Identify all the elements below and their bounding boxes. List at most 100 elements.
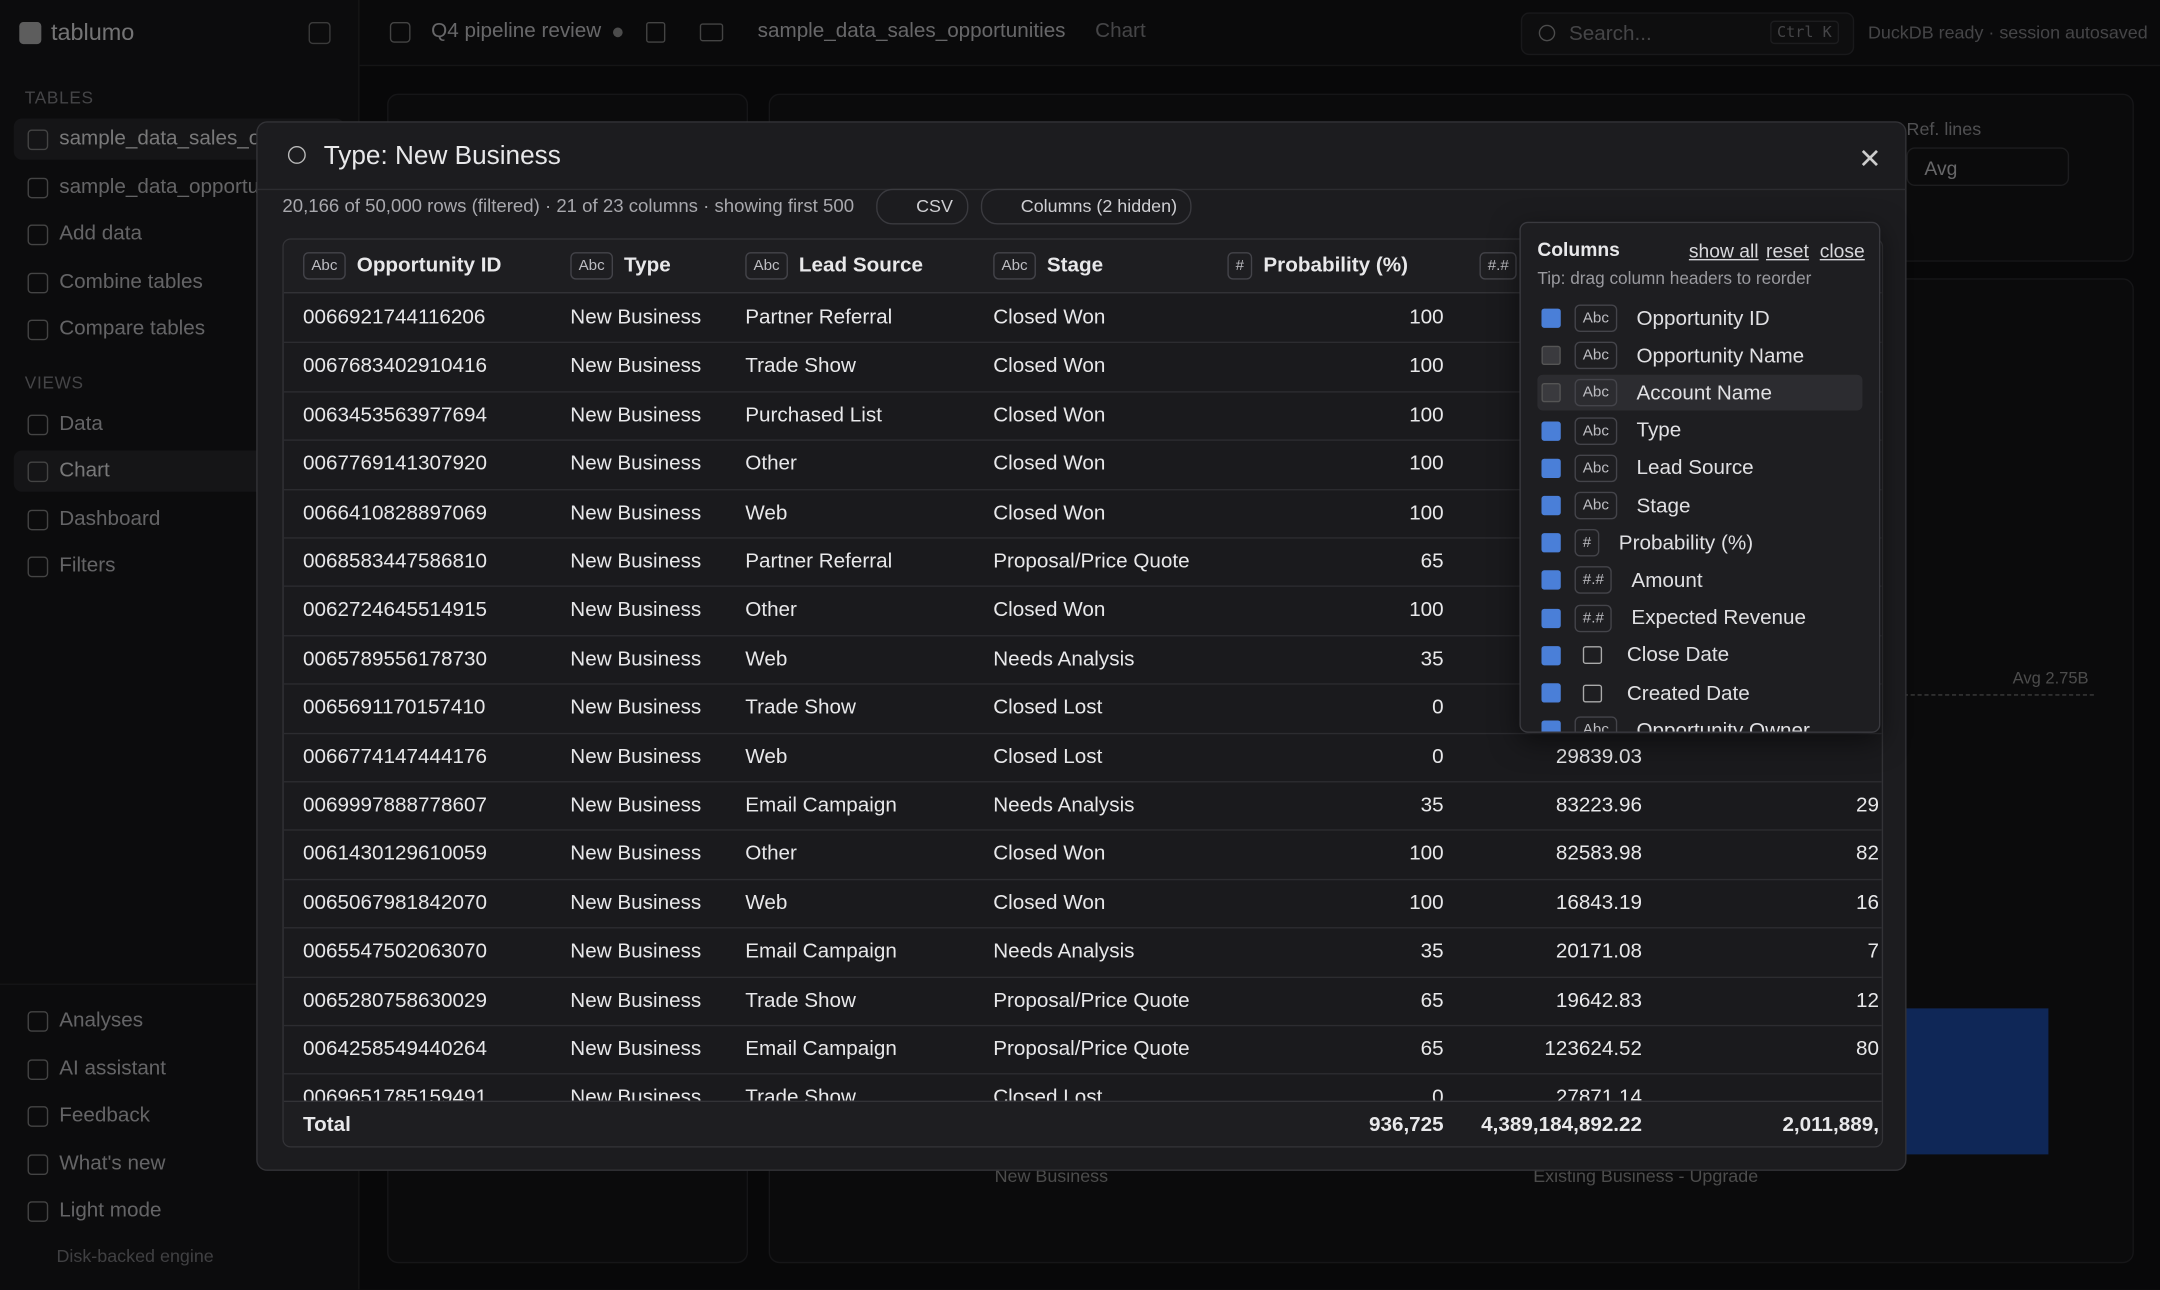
table-cell: 100: [1409, 354, 1444, 378]
column-toggle[interactable]: #.# Expected Revenue: [1537, 600, 1862, 636]
toggle-label: Type: [1636, 418, 1682, 443]
table-cell: Proposal/Price Quote: [993, 988, 1190, 1012]
column-header[interactable]: # Probability (%): [1227, 240, 1408, 292]
table-cell: 7: [1867, 939, 1879, 964]
calendar-icon: [1582, 646, 1603, 665]
table-cell: New Business: [570, 744, 702, 769]
toggle-label: Opportunity ID: [1636, 306, 1770, 330]
popover-title: Columns: [1537, 238, 1620, 261]
header-label: Probability (%): [1263, 253, 1409, 277]
table-cell: New Business: [570, 695, 702, 720]
column-toggle[interactable]: Abc Stage: [1537, 488, 1862, 524]
table-cell: Closed Won: [993, 403, 1106, 427]
toggle-label: Stage: [1636, 493, 1691, 518]
table-row: 0065280758630029 New Business Trade Show Pr…: [283, 976, 1882, 1027]
table-row: 0065789556178730 New Business Web Needs Ana…: [283, 635, 1882, 685]
show-all[interactable]: show all: [1688, 239, 1759, 262]
column-toggle[interactable]: Close Date: [1537, 638, 1862, 674]
column-header[interactable]: Abc Opportunity ID: [303, 240, 501, 292]
total-cell: 2,011,889,: [1782, 1113, 1879, 1137]
table-cell: 0065691170157410: [303, 695, 486, 720]
table-cell: Needs Analysis: [993, 647, 1135, 671]
type-badge: Abc: [1574, 379, 1618, 407]
table-cell: 65: [1420, 549, 1444, 574]
type-badge: #.#: [1574, 604, 1613, 632]
meta: 20,166 of 50,000 rows (filtered) · 21 of…: [282, 195, 855, 217]
table-cell: Web: [745, 744, 788, 769]
table-cell: 12: [1855, 988, 1879, 1012]
header-label: Type: [623, 253, 671, 277]
close[interactable]: close: [1819, 239, 1865, 262]
table-cell: Needs Analysis: [993, 939, 1135, 964]
table-cell: New Business: [570, 500, 702, 525]
table-cell: New Business: [570, 988, 702, 1012]
table-cell: 0: [1432, 695, 1444, 720]
table-cell: Needs Analysis: [993, 793, 1135, 817]
column-toggle[interactable]: Created Date: [1537, 675, 1862, 711]
column-toggle[interactable]: Abc Account Name: [1537, 375, 1863, 412]
column-header[interactable]: Abc Stage: [993, 240, 1103, 292]
checkbox[interactable]: [1541, 420, 1561, 441]
table-row: 0065691170157410 New Business Trade Show Cl…: [283, 684, 1882, 734]
table-row: 0068583447586810 New Business Partner Refe…: [283, 537, 1882, 588]
table-cell: Web: [745, 500, 788, 525]
table-cell: New Business: [570, 598, 702, 622]
column-toggle[interactable]: # Probability (%): [1537, 525, 1862, 561]
checkbox[interactable]: [1541, 608, 1561, 628]
checkbox[interactable]: [1541, 533, 1561, 553]
table-cell: Trade Show: [745, 354, 856, 378]
table-cell: New Business: [570, 305, 702, 330]
table-cell: Other: [745, 452, 797, 476]
table-cell: Closed Lost: [993, 744, 1103, 769]
column-toggle[interactable]: Abc Opportunity ID: [1537, 300, 1862, 336]
table-cell: Closed Won: [993, 598, 1106, 622]
table-cell: 35: [1420, 793, 1444, 817]
checkbox[interactable]: [1541, 683, 1561, 703]
column-toggle[interactable]: #.# Amount: [1537, 563, 1862, 599]
table-cell: 0066410828897069: [303, 500, 487, 525]
checkbox[interactable]: [1541, 458, 1561, 478]
table-cell: Partner Referral: [745, 549, 893, 574]
table-cell: Trade Show: [745, 1086, 856, 1101]
table-cell: New Business: [570, 890, 702, 915]
table-cell: 0065280758630029: [303, 988, 487, 1012]
table-cell: 0063453563977694: [303, 403, 487, 427]
column-toggle[interactable]: Abc Opportunity Name: [1537, 338, 1862, 374]
checkbox[interactable]: [1541, 645, 1561, 666]
table-row: 0061430129610059 New Business Other Closed …: [283, 830, 1882, 880]
column-toggle[interactable]: Abc Type: [1537, 413, 1862, 449]
table-cell: 35: [1420, 939, 1444, 964]
columns-button[interactable]: Columns (2 hidden): [980, 188, 1193, 225]
table-cell: 123624.52: [1544, 1037, 1643, 1061]
table-cell: 100: [1409, 598, 1444, 622]
table-cell: Closed Lost: [993, 1086, 1103, 1101]
table-row: 0066921744116206 New Business Partner Refe…: [283, 293, 1882, 344]
column-toggle[interactable]: Abc Opportunity Owner: [1537, 712, 1862, 732]
columns-popover: Columns show all reset close Tip: drag c…: [1519, 221, 1881, 733]
toggle-label: Opportunity Name: [1636, 343, 1805, 368]
table-row: 0065547502063070 New Business Email Campai…: [283, 927, 1882, 978]
checkbox[interactable]: [1541, 383, 1561, 403]
table-cell: Trade Show: [745, 988, 856, 1012]
table-cell: Closed Won: [993, 500, 1106, 525]
checkbox[interactable]: [1541, 720, 1561, 732]
checkbox[interactable]: [1541, 308, 1561, 328]
calendar-icon: [1582, 683, 1603, 702]
column-toggle[interactable]: Abc Lead Source: [1537, 450, 1862, 486]
toggle-label: Lead Source: [1636, 456, 1754, 480]
table-cell: 0065789556178730: [303, 647, 487, 671]
checkbox[interactable]: [1541, 495, 1561, 516]
column-header[interactable]: Abc Lead Source: [745, 240, 923, 292]
column-header[interactable]: #.#: [1479, 240, 1528, 292]
table-cell: 100: [1409, 452, 1444, 476]
close-button[interactable]: ✕: [1858, 144, 1882, 175]
checkbox[interactable]: [1541, 570, 1561, 591]
reset[interactable]: reset: [1766, 239, 1809, 262]
column-header[interactable]: Abc Type: [570, 240, 671, 292]
table-cell: 0065547502063070: [303, 939, 487, 964]
type-badge: Abc: [1574, 454, 1618, 482]
checkbox[interactable]: [1541, 346, 1561, 366]
csv-button[interactable]: CSV: [876, 188, 969, 225]
tip: Tip: drag column headers to reorder: [1537, 268, 1812, 288]
